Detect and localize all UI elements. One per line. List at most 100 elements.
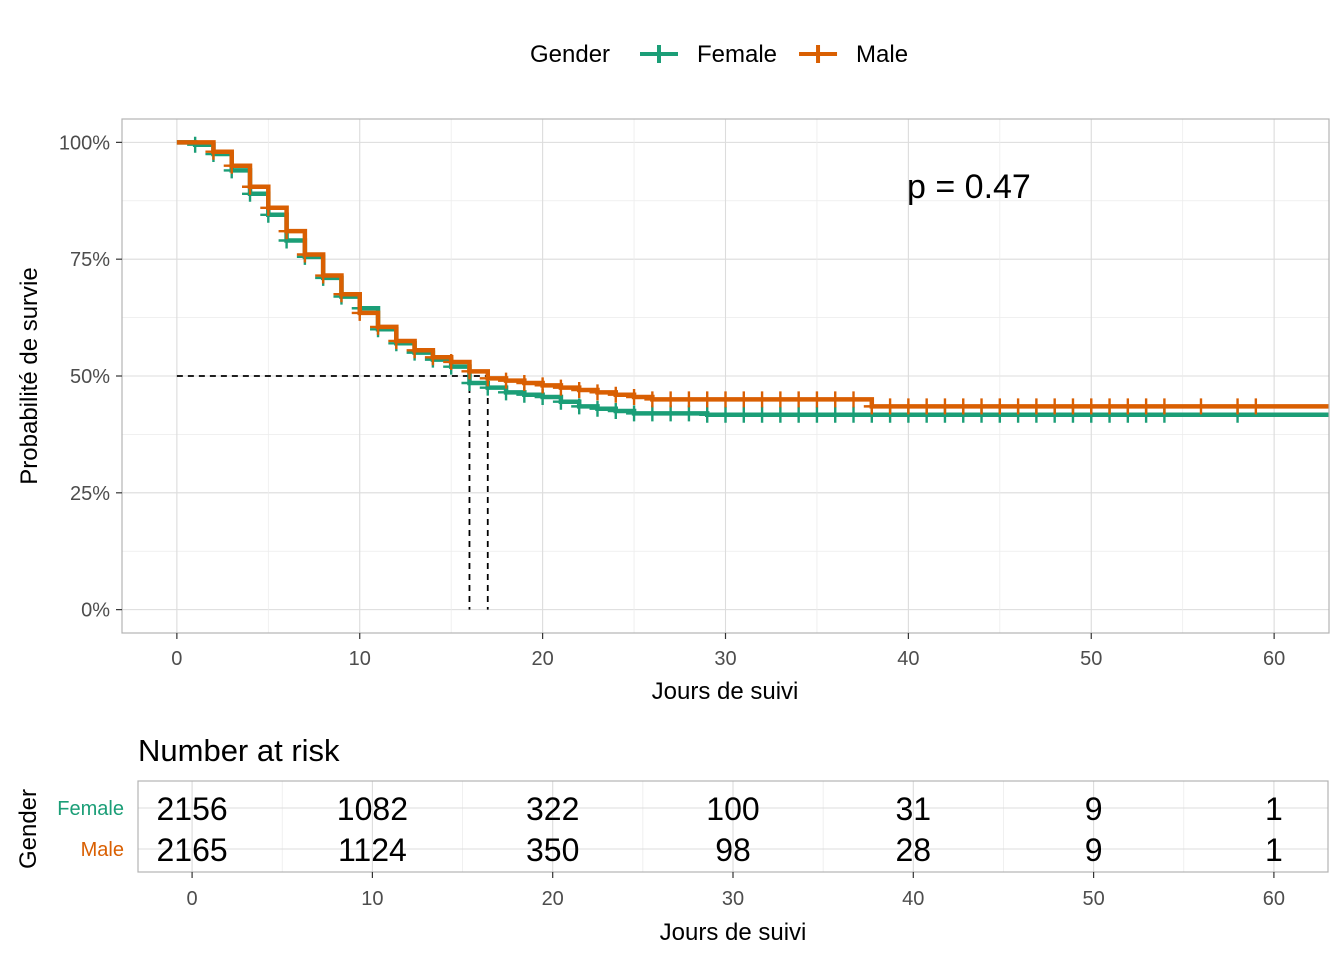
- km-series: [176, 136, 1329, 423]
- legend-label-male: Male: [856, 41, 908, 68]
- censor-mark-male: [882, 398, 899, 415]
- censor-mark-female: [552, 393, 569, 410]
- censor-mark-male: [772, 391, 789, 408]
- risk-table-y-axis-title: Gender: [15, 789, 42, 869]
- censor-mark-male: [461, 363, 478, 380]
- censor-mark-male: [534, 377, 551, 394]
- censor-mark-female: [662, 405, 679, 422]
- censor-mark-male: [955, 398, 972, 415]
- censor-mark-male: [333, 286, 350, 303]
- censor-mark-female: [790, 406, 807, 423]
- legend: Gender Female Male: [530, 41, 908, 68]
- censor-mark-male: [936, 398, 953, 415]
- censor-mark-male: [424, 349, 441, 366]
- censor-mark-male: [370, 318, 387, 335]
- censor-mark-male: [1046, 398, 1063, 415]
- censor-mark-female: [589, 400, 606, 417]
- censor-mark-male: [644, 391, 661, 408]
- censor-mark-male: [1083, 398, 1100, 415]
- censor-mark-male: [754, 391, 771, 408]
- km-x-tick-label: 50: [1080, 648, 1102, 670]
- risk-x-tick-label: 0: [187, 888, 198, 910]
- censor-mark-female: [571, 398, 588, 415]
- risk-cell: 1: [1265, 791, 1283, 827]
- risk-row-label-male: Male: [81, 839, 124, 861]
- series-male: [176, 140, 1329, 415]
- censor-mark-male: [296, 246, 313, 263]
- legend-label-female: Female: [697, 41, 777, 68]
- censor-mark-male: [607, 386, 624, 403]
- risk-cell: 9: [1085, 832, 1103, 868]
- risk-cell: 2156: [156, 791, 227, 827]
- censor-mark-male: [1229, 398, 1246, 415]
- legend-entries: Female Male: [640, 41, 908, 68]
- censor-mark-male: [626, 389, 643, 406]
- risk-cell: 100: [706, 791, 759, 827]
- km-y-tick-label: 0%: [81, 600, 110, 622]
- censor-mark-female: [827, 406, 844, 423]
- censor-mark-male: [699, 391, 716, 408]
- risk-x-tick-label: 50: [1082, 888, 1104, 910]
- censor-mark-male: [845, 391, 862, 408]
- censor-mark-male: [662, 391, 679, 408]
- censor-mark-female: [808, 406, 825, 423]
- censor-mark-male: [1156, 398, 1173, 415]
- censor-mark-male: [1192, 398, 1209, 415]
- censor-mark-female: [626, 405, 643, 422]
- km-x-tick-label: 20: [531, 648, 553, 670]
- risk-cell: 350: [526, 832, 579, 868]
- censor-mark-male: [1101, 398, 1118, 415]
- censor-mark-female: [187, 136, 204, 153]
- censor-mark-male: [863, 398, 880, 415]
- risk-cell: 98: [715, 832, 751, 868]
- km-x-tick-label: 40: [897, 648, 919, 670]
- censor-mark-male: [1119, 398, 1136, 415]
- censor-mark-male: [589, 384, 606, 401]
- censor-mark-male: [479, 370, 496, 387]
- legend-title: Gender: [530, 41, 610, 68]
- censor-mark-female: [607, 403, 624, 420]
- censor-mark-male: [260, 199, 277, 216]
- series-female: [176, 136, 1329, 423]
- risk-x-tick-label: 20: [542, 888, 564, 910]
- legend-key-female: [640, 45, 678, 63]
- risk-x-tick-label: 60: [1263, 888, 1285, 910]
- censor-mark-female: [699, 406, 716, 423]
- median-survival-lines: [176, 375, 489, 610]
- risk-x-tick-label: 40: [902, 888, 924, 910]
- censor-mark-male: [388, 332, 405, 349]
- censor-mark-female: [772, 406, 789, 423]
- km-x-tick-label: 10: [349, 648, 371, 670]
- censor-mark-male: [205, 143, 222, 160]
- censor-mark-male: [790, 391, 807, 408]
- censor-mark-male: [973, 398, 990, 415]
- censor-mark-male: [827, 391, 844, 408]
- censor-mark-male: [1064, 398, 1081, 415]
- censor-mark-female: [754, 406, 771, 423]
- risk-table-cells: 2156 1082 322 100 31 9 1 2165 1124 350 98 28 9 1: [156, 791, 1282, 868]
- censor-mark-male: [1138, 398, 1155, 415]
- km-y-axis-title: Probabilité de survie: [16, 267, 43, 484]
- censor-mark-male: [223, 157, 240, 174]
- censor-mark-male: [498, 372, 515, 389]
- risk-x-tick-label: 30: [722, 888, 744, 910]
- censor-mark-male: [717, 391, 734, 408]
- censor-mark-female: [735, 406, 752, 423]
- risk-cell: 2165: [156, 832, 227, 868]
- km-panel: 0% 25% 50% 75% 100% 0 10 20 30 40 50 60 p = 0.47 J…: [16, 118, 1330, 705]
- censor-mark-female: [680, 405, 697, 422]
- censor-mark-male: [1028, 398, 1045, 415]
- censor-mark-male: [918, 398, 935, 415]
- risk-table-x-axis: 0 10 20 30 40 50 60: [187, 872, 1285, 910]
- p-value-annotation: p = 0.47: [907, 168, 1031, 206]
- censor-mark-male: [808, 391, 825, 408]
- km-x-tick-label: 60: [1263, 648, 1285, 670]
- censor-mark-male: [735, 391, 752, 408]
- risk-cell: 1124: [338, 832, 407, 868]
- risk-cell: 1082: [337, 791, 408, 827]
- risk-cell: 28: [896, 832, 932, 868]
- survival-curve-female: [176, 140, 1329, 418]
- risk-table-title: Number at risk: [138, 733, 340, 768]
- survival-curve-male: [176, 140, 1329, 409]
